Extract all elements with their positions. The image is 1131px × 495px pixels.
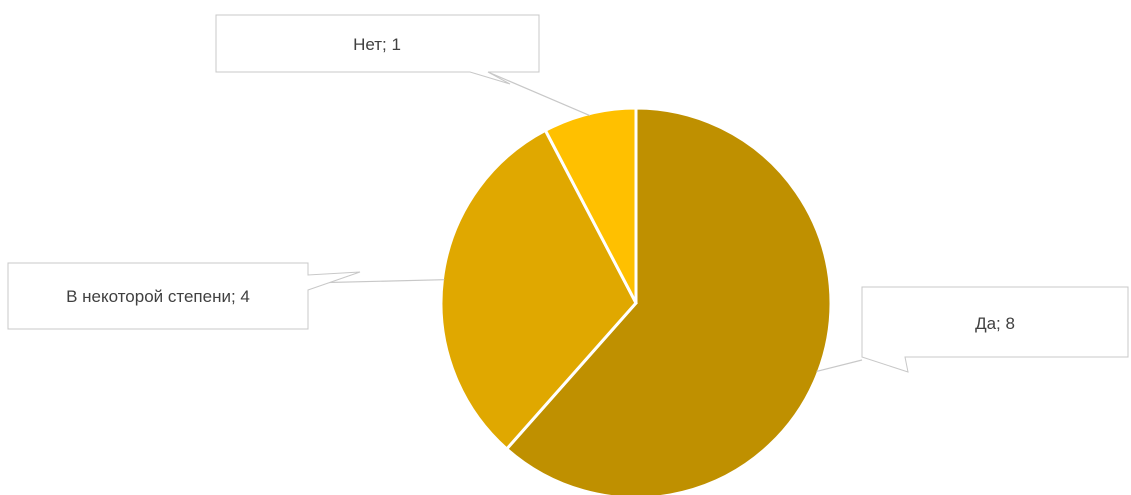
callout-net: Нет; 1 (216, 15, 590, 116)
data-label-v-nekotoroy-stepeni: В некоторой степени; 4 (66, 287, 250, 306)
leader-line-net (488, 72, 590, 116)
callout-v-nekotoroy-stepeni: В некоторой степени; 4 (8, 263, 444, 329)
callout-da: Да; 8 (817, 287, 1129, 372)
data-label-net: Нет; 1 (353, 35, 401, 54)
data-label-da: Да; 8 (975, 314, 1015, 333)
pie-slices (441, 108, 831, 495)
